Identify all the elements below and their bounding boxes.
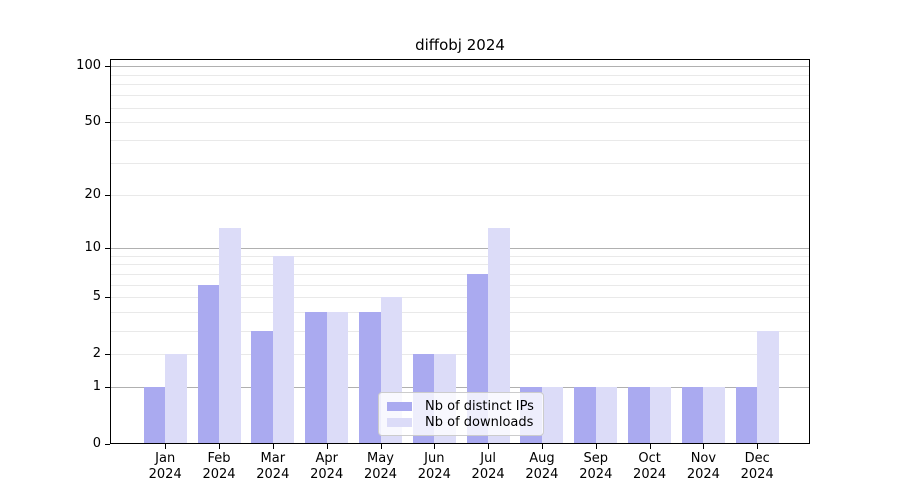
y-tick-mark xyxy=(105,194,110,196)
y-tick-label-10: 10 xyxy=(84,239,101,255)
y-tick-mark xyxy=(105,354,110,356)
y-tick-mark xyxy=(105,247,110,249)
legend-item-distinct-ips: Nb of distinct IPs xyxy=(387,399,534,415)
x-tick-label-aug: Aug 2024 xyxy=(525,451,559,482)
bar-distinct-ips-may xyxy=(359,312,381,444)
x-tick-mark xyxy=(165,444,167,449)
bar-distinct-ips-nov xyxy=(681,387,704,444)
gridline-minor xyxy=(110,255,810,257)
gridline-minor xyxy=(110,122,810,124)
legend-swatch-distinct-ips xyxy=(387,402,412,412)
bar-distinct-ips-oct xyxy=(628,387,650,444)
bar-downloads-jan xyxy=(165,354,187,444)
bar-distinct-ips-mar xyxy=(251,330,273,444)
x-tick-label-jul: Jul 2024 xyxy=(471,451,505,482)
x-tick-label-nov: Nov 2024 xyxy=(686,451,720,482)
gridline-minor xyxy=(110,273,810,275)
y-tick-mark xyxy=(105,444,110,445)
gridline-minor xyxy=(110,162,810,164)
x-tick-mark xyxy=(434,444,436,449)
chart-title: diffobj 2024 xyxy=(415,36,505,54)
legend-label: Nb of distinct IPs xyxy=(425,399,534,415)
gridline-minor xyxy=(110,84,810,86)
legend: Nb of distinct IPs Nb of downloads xyxy=(378,392,544,436)
legend-item-downloads: Nb of downloads xyxy=(387,415,534,431)
y-tick-label-0: 0 xyxy=(92,436,101,451)
y-tick-mark xyxy=(105,122,110,124)
gridline-major xyxy=(110,66,810,68)
x-tick-mark xyxy=(326,444,328,449)
x-tick-mark xyxy=(595,444,597,449)
bar-downloads-sep xyxy=(595,387,618,444)
y-tick-label-20: 20 xyxy=(84,186,101,202)
x-tick-label-jun: Jun 2024 xyxy=(417,451,451,482)
y-tick-label-5: 5 xyxy=(92,289,101,305)
legend-swatch-downloads xyxy=(387,417,412,427)
x-tick-label-apr: Apr 2024 xyxy=(310,451,344,482)
bar-downloads-nov xyxy=(703,387,725,444)
y-tick-label-50: 50 xyxy=(84,114,101,130)
gridline-minor xyxy=(110,194,810,196)
x-tick-mark xyxy=(488,444,490,449)
y-tick-mark xyxy=(105,387,110,389)
gridline-minor xyxy=(110,140,810,141)
legend-label: Nb of downloads xyxy=(425,414,534,430)
x-tick-mark xyxy=(380,444,382,449)
x-tick-label-mar: Mar 2024 xyxy=(256,451,290,482)
gridline-minor xyxy=(110,264,810,266)
gridline-minor xyxy=(110,74,810,76)
y-tick-mark xyxy=(105,297,110,299)
bar-distinct-ips-apr xyxy=(305,312,327,444)
y-tick-mark xyxy=(105,66,110,68)
y-tick-label-1: 1 xyxy=(92,379,101,395)
gridline-minor xyxy=(110,107,810,109)
x-tick-label-jan: Jan 2024 xyxy=(148,451,182,482)
bar-downloads-aug xyxy=(541,387,564,444)
gridline-minor xyxy=(110,95,810,96)
x-tick-label-oct: Oct 2024 xyxy=(633,451,667,482)
y-tick-label-100: 100 xyxy=(76,58,101,74)
bar-distinct-ips-dec xyxy=(735,387,758,444)
bar-downloads-feb xyxy=(219,228,241,444)
bar-downloads-dec xyxy=(757,330,779,444)
x-tick-label-may: May 2024 xyxy=(363,451,398,482)
gridline-major xyxy=(110,247,810,249)
bar-distinct-ips-sep xyxy=(574,387,596,444)
bar-downloads-oct xyxy=(649,387,672,444)
bar-distinct-ips-jan xyxy=(143,387,166,444)
x-tick-mark xyxy=(272,444,274,449)
x-tick-mark xyxy=(757,444,759,449)
bar-downloads-mar xyxy=(272,255,295,444)
x-tick-mark xyxy=(649,444,651,449)
x-tick-label-dec: Dec 2024 xyxy=(740,451,774,482)
x-tick-mark xyxy=(541,444,543,449)
bar-distinct-ips-feb xyxy=(197,284,219,444)
x-tick-label-feb: Feb 2024 xyxy=(202,451,236,482)
bar-downloads-apr xyxy=(326,312,349,444)
x-tick-mark xyxy=(703,444,705,449)
bar-downloads-jul xyxy=(488,228,510,444)
x-tick-mark xyxy=(219,444,220,449)
y-tick-label-2: 2 xyxy=(92,346,101,362)
x-tick-label-sep: Sep 2024 xyxy=(579,451,613,482)
